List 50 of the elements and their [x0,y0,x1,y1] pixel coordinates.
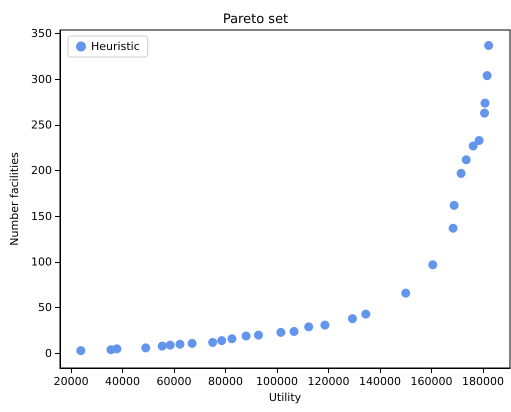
point [188,338,197,348]
point [158,342,167,351]
point [254,330,263,340]
x-tick-label: 100000 [256,375,298,388]
point [348,314,357,324]
point [361,310,370,319]
point [484,41,494,50]
y-tick-label: 300 [31,72,52,86]
point [141,343,150,352]
point [290,326,299,336]
point [217,336,226,346]
point [480,108,490,118]
point [320,320,330,330]
point [462,155,471,164]
point [480,98,490,108]
point [227,334,236,344]
chart-title: Pareto set [222,12,288,27]
x-tick-label: 160000 [410,375,452,388]
point [482,71,492,80]
x-tick-label: 20000 [54,375,89,388]
point [304,322,314,332]
y-tick-label: 250 [31,118,52,132]
y-tick-label: 100 [31,256,52,269]
x-tick-label: 60000 [156,375,192,388]
point [242,332,251,341]
point [208,338,218,347]
point [474,136,484,146]
x-axis-title: Utility [268,390,302,404]
y-tick-label: 350 [31,27,52,40]
x-tick-label: 120000 [308,375,350,388]
point [276,328,286,337]
point [76,346,86,356]
y-tick-label: 150 [31,210,52,223]
point [166,340,175,350]
point [468,142,478,151]
point [401,288,410,298]
x-tick-label: 140000 [358,375,401,388]
y-tick-label: 50 [38,301,52,314]
y-tick-label: 0 [45,346,52,360]
x-tick-label: 40000 [105,375,140,388]
legend-label: Heuristic [91,40,140,53]
y-tick-label: 200 [31,164,52,178]
x-tick-label: 180000 [462,375,504,388]
point [175,340,184,349]
y-axis-title: Number facilities [8,152,22,246]
point [450,200,459,210]
point [448,224,458,233]
point [456,168,466,178]
x-tick-label: 80000 [208,375,244,388]
point [428,260,438,270]
